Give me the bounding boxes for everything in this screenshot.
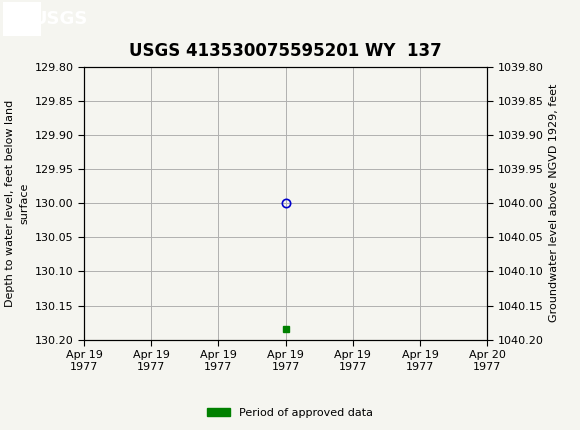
Title: USGS 413530075595201 WY  137: USGS 413530075595201 WY 137 — [129, 42, 442, 59]
Bar — [3, 2, 41, 36]
Legend: Period of approved data: Period of approved data — [203, 403, 377, 422]
Text: USGS: USGS — [32, 10, 87, 28]
Y-axis label: Depth to water level, feet below land
surface: Depth to water level, feet below land su… — [5, 100, 29, 307]
Text: ≡: ≡ — [3, 5, 26, 33]
Y-axis label: Groundwater level above NGVD 1929, feet: Groundwater level above NGVD 1929, feet — [549, 84, 559, 322]
